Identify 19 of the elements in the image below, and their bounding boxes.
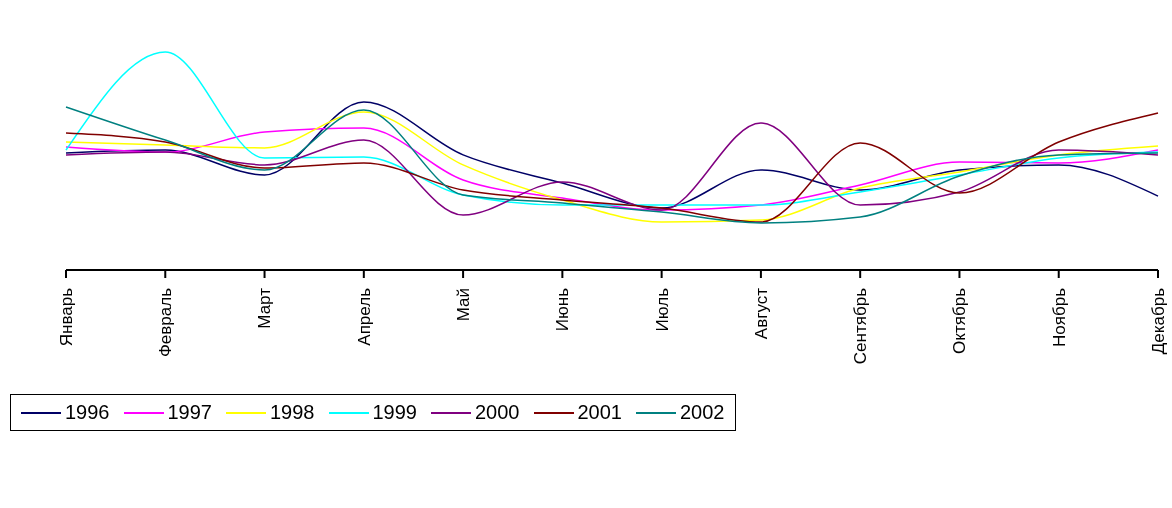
x-tick-label: Январь (56, 287, 76, 347)
x-tick-label: Июнь (553, 287, 573, 332)
x-tick-label: Июль (652, 287, 672, 332)
x-tick-label: Август (751, 287, 771, 340)
legend-label: 1999 (372, 401, 417, 424)
legend-label: 2002 (680, 401, 725, 424)
legend-label: 1997 (167, 401, 212, 424)
legend-label: 1996 (65, 401, 110, 424)
legend-label: 1998 (270, 401, 315, 424)
x-tick-label: Апрель (354, 287, 374, 346)
x-tick-label: Ноябрь (1049, 287, 1069, 347)
x-tick-label: Октябрь (950, 287, 970, 354)
x-tick-label: Сентябрь (851, 287, 871, 365)
x-tick-label: Март (255, 287, 275, 329)
x-tick-label: Май (454, 288, 474, 322)
legend-label: 2000 (475, 401, 520, 424)
legend-label: 2001 (577, 401, 622, 424)
x-tick-label: Декабрь (1148, 287, 1168, 355)
x-tick-label: Февраль (156, 287, 176, 358)
